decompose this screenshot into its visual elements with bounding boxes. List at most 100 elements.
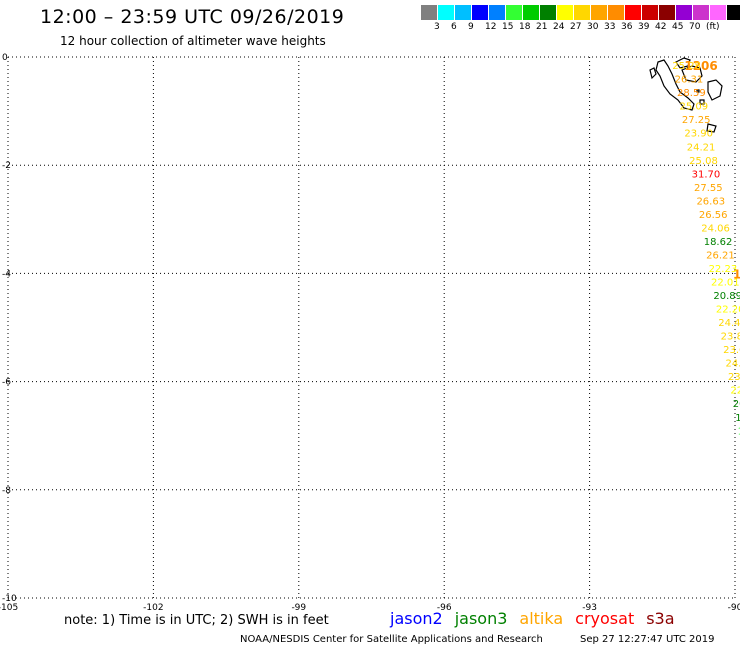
legend-label: 18 (519, 22, 531, 32)
lon-tick-label: -96 (437, 603, 452, 613)
legend-label: 39 (638, 22, 650, 32)
wave-height-value: 20.89 (713, 291, 740, 302)
wave-height-value: 23.69 (723, 345, 740, 356)
legend-label: 42 (655, 22, 667, 32)
wave-height-value: 24.80 (726, 359, 740, 370)
satellite-name: jason2 (390, 609, 443, 628)
wave-height-value: 23.06 (728, 372, 740, 383)
wave-height-value: 26.56 (699, 210, 728, 221)
lat-tick-label: -2 (2, 161, 11, 171)
wave-height-value: 23.80 (721, 332, 740, 343)
legend-swatch (455, 5, 472, 20)
lon-tick-label: -105 (0, 603, 18, 613)
legend-swatch (540, 5, 557, 20)
wave-height-value: 26.21 (706, 250, 735, 261)
island-fernandina (649, 67, 657, 80)
legend-swatch (608, 5, 625, 20)
legend-label: 9 (468, 22, 474, 32)
island-floreana (699, 99, 705, 105)
legend-swatch (506, 5, 523, 20)
lat-tick-label: 0 (2, 53, 8, 63)
legend-swatch (676, 5, 693, 20)
legend-swatch (574, 5, 591, 20)
island-santiago (675, 57, 691, 69)
legend-label: 30 (587, 22, 599, 32)
legend-swatch (727, 5, 740, 20)
legend-swatch (489, 5, 506, 20)
wave-height-value: 22.23 (709, 264, 738, 275)
wave-height-value: 24.06 (701, 223, 730, 234)
legend-labels: 3 6 9 12 15 18 21 24 27 30 33 36 39 42 45 70 (ft) (421, 20, 740, 34)
satellite-name: jason3 (454, 609, 508, 628)
lon-tick-label: -93 (582, 603, 597, 613)
wave-height-value: 27.25 (682, 115, 711, 126)
legend-swatch (472, 5, 489, 20)
wave-height-value: 20.71 (733, 399, 740, 410)
legend-swatch (438, 5, 455, 20)
island-espanola (706, 123, 717, 133)
axis-tick-labels: -105 -102 -99 -96 -93 -90 0 -2 -4 -6 -8 -10 (0, 53, 740, 613)
wave-height-value: 22.66 (730, 386, 740, 397)
legend-swatches (421, 5, 740, 20)
satellite-name: s3a (646, 609, 675, 628)
satellite-name: altika (519, 609, 564, 628)
wave-height-color-legend: 3 6 9 12 15 18 21 24 27 30 33 36 39 42 45 70 (ft) (421, 5, 740, 34)
lon-tick-label: -102 (143, 603, 163, 613)
lat-tick-label: -4 (2, 269, 11, 279)
legend-swatch (557, 5, 574, 20)
wave-height-value: 24.44 (718, 318, 740, 329)
track-number-label: 1205 (733, 267, 740, 281)
legend-label: 6 (451, 22, 457, 32)
wave-height-value: 24.21 (687, 142, 716, 153)
legend-label: 3 (434, 22, 440, 32)
legend-label: 45 (672, 22, 684, 32)
wave-height-value: 25.28 (672, 61, 701, 72)
legend-swatch (642, 5, 659, 20)
legend-label: 70 (689, 22, 701, 32)
island-san-cristobal (707, 79, 723, 101)
lon-tick-label: -90 (728, 603, 740, 613)
wave-height-value: 31.70 (692, 169, 721, 180)
generation-timestamp: Sep 27 12:27:47 UTC 2019 (580, 634, 715, 645)
wave-height-value: 22.01 (711, 278, 740, 289)
wave-height-value: 27.55 (694, 183, 723, 194)
track-labels: 1206 1205 (684, 59, 740, 281)
footer-note: note: 1) Time is in UTC; 2) SWH is in fe… (64, 613, 329, 628)
wave-height-value: 22.20 (716, 305, 740, 316)
wave-height-value: 26.63 (696, 196, 725, 207)
legend-label: 33 (604, 22, 616, 32)
map-subtitle: 12 hour collection of altimeter wave hei… (60, 34, 326, 48)
wave-height-value: 26.31 (675, 75, 704, 86)
wave-height-observations: 25.28 26.31 28.59 25.09 27.25 23.90 24.21 25.08… (672, 61, 740, 437)
credit-line: NOAA/NESDIS Center for Satellite Applica… (240, 634, 543, 645)
wave-height-value: 23.90 (684, 129, 713, 140)
legend-swatch (421, 5, 438, 20)
legend-label: 21 (536, 22, 548, 32)
wave-height-value: 25.09 (679, 102, 708, 113)
wave-height-value: 14.52 (738, 426, 740, 437)
wave-height-value: 18.62 (704, 237, 733, 248)
galapagos-islands (649, 57, 723, 133)
legend-swatch (659, 5, 676, 20)
legend-label: 15 (502, 22, 514, 32)
legend-swatch (591, 5, 608, 20)
lat-tick-label: -8 (2, 486, 11, 496)
legend-swatch (710, 5, 727, 20)
legend-label: (ft) (706, 22, 720, 32)
map-grid (7, 56, 736, 599)
lat-tick-label: -10 (2, 594, 17, 604)
legend-swatch (693, 5, 710, 20)
lat-tick-label: -6 (2, 378, 11, 388)
lon-tick-label: -99 (291, 603, 306, 613)
island-isabela (655, 59, 695, 111)
legend-label: 36 (621, 22, 633, 32)
wave-height-value: 19.67 (735, 413, 740, 424)
legend-swatch (625, 5, 642, 20)
legend-label: 24 (553, 22, 565, 32)
wave-height-value: 28.59 (677, 88, 706, 99)
legend-swatch (523, 5, 540, 20)
island-santa-cruz (681, 65, 703, 83)
satellite-name: cryosat (575, 609, 635, 628)
map-title: 12:00 – 23:59 UTC 09/26/2019 (40, 6, 345, 28)
